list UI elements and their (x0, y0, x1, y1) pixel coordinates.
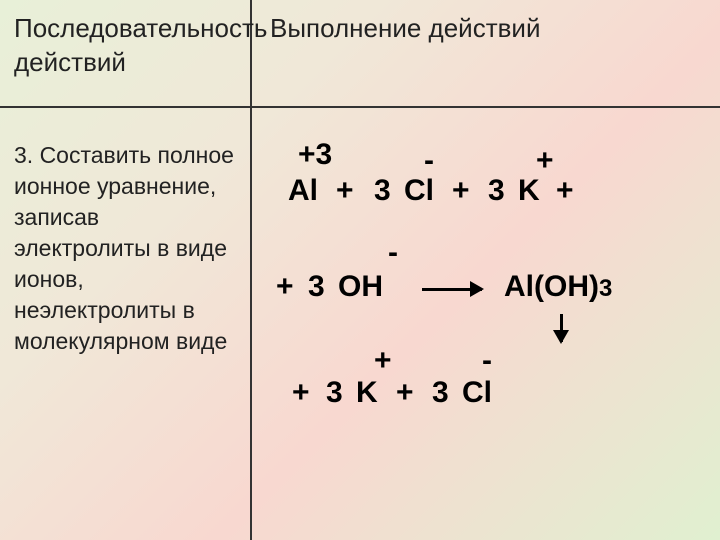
reaction-arrow-icon (422, 288, 482, 291)
header-left-text: Последовательность действий (14, 12, 236, 80)
product-formula: Al(OH)3 (504, 270, 612, 304)
coef-k-2: 3 (326, 376, 343, 410)
plus-3: + (556, 174, 574, 208)
content-table: Последовательность действий Выполнение д… (0, 0, 720, 540)
cl-symbol-1: Cl (404, 174, 434, 208)
al-symbol: Al (288, 174, 318, 208)
plus-1: + (336, 174, 354, 208)
coef-oh: 3 (308, 270, 325, 304)
k-symbol-2: K (356, 376, 378, 410)
k-charge-1: + (536, 144, 554, 178)
k-symbol-1: K (518, 174, 540, 208)
header-left-cell: Последовательность действий (0, 0, 252, 106)
plus-2: + (452, 174, 470, 208)
coef-cl-1: 3 (374, 174, 391, 208)
coef-k-1: 3 (488, 174, 505, 208)
plus-5: + (292, 376, 310, 410)
coef-cl-2: 3 (432, 376, 449, 410)
precipitate-arrow-icon (560, 314, 563, 342)
product-base: Al(OH) (504, 270, 599, 303)
cl-charge-1: - (424, 144, 434, 178)
k-charge-2: + (374, 344, 392, 378)
cl-symbol-2: Cl (462, 376, 492, 410)
header-right-cell: Выполнение действий (252, 0, 720, 106)
body-left-cell: 3. Составить полное ионное уравнение, за… (0, 108, 252, 540)
body-left-text: 3. Составить полное ионное уравнение, за… (14, 120, 236, 357)
al-charge: +3 (298, 138, 332, 172)
plus-6: + (396, 376, 414, 410)
cl-charge-2: - (482, 344, 492, 378)
product-sub: 3 (599, 275, 612, 302)
body-row: 3. Составить полное ионное уравнение, за… (0, 108, 720, 540)
body-right-cell: +3 Al + 3 - Cl + 3 + K + + 3 - OH Al(OH)… (252, 108, 720, 540)
ionic-equation: +3 Al + 3 - Cl + 3 + K + + 3 - OH Al(OH)… (270, 120, 702, 528)
header-row: Последовательность действий Выполнение д… (0, 0, 720, 108)
oh-charge: - (388, 236, 398, 270)
plus-4: + (276, 270, 294, 304)
header-right-text: Выполнение действий (270, 12, 702, 46)
oh-symbol: OH (338, 270, 383, 304)
